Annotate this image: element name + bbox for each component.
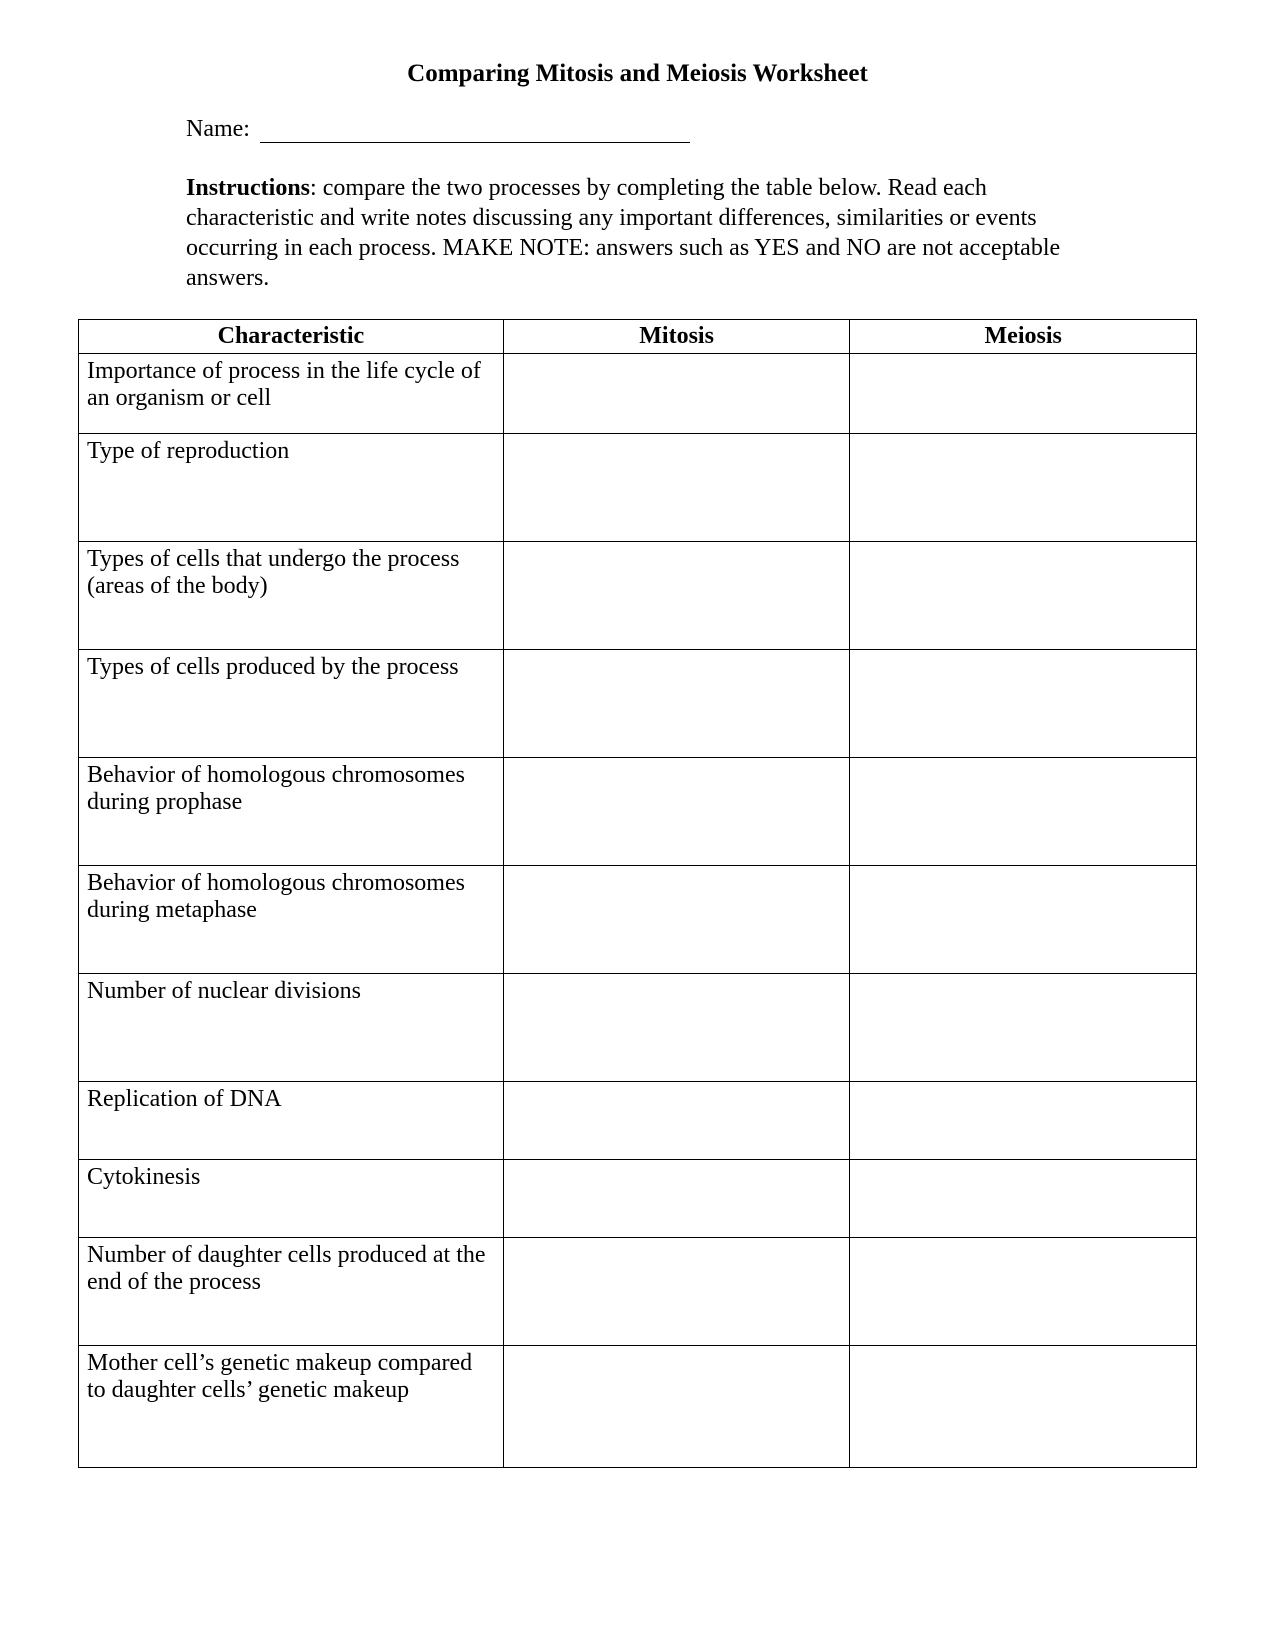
cell-characteristic: Types of cells produced by the process — [79, 650, 504, 758]
table-body: Importance of process in the life cycle … — [79, 354, 1197, 1468]
name-label: Name: — [186, 116, 250, 143]
cell-mitosis[interactable] — [503, 1082, 850, 1160]
cell-mitosis[interactable] — [503, 1238, 850, 1346]
cell-meiosis[interactable] — [850, 974, 1197, 1082]
cell-characteristic: Behavior of homologous chromosomes durin… — [79, 758, 504, 866]
cell-characteristic: Behavior of homologous chromosomes durin… — [79, 866, 504, 974]
table-row: Behavior of homologous chromosomes durin… — [79, 758, 1197, 866]
cell-meiosis[interactable] — [850, 542, 1197, 650]
cell-characteristic: Importance of process in the life cycle … — [79, 354, 504, 434]
table-row: Replication of DNA — [79, 1082, 1197, 1160]
instructions-label: Instructions — [186, 175, 310, 201]
cell-characteristic: Number of nuclear divisions — [79, 974, 504, 1082]
cell-characteristic: Type of reproduction — [79, 434, 504, 542]
cell-mitosis[interactable] — [503, 1160, 850, 1238]
col-header-mitosis: Mitosis — [503, 320, 850, 354]
cell-mitosis[interactable] — [503, 354, 850, 434]
cell-meiosis[interactable] — [850, 1346, 1197, 1468]
cell-meiosis[interactable] — [850, 354, 1197, 434]
cell-mitosis[interactable] — [503, 434, 850, 542]
name-row: Name: — [186, 116, 1089, 143]
cell-characteristic: Types of cells that undergo the process … — [79, 542, 504, 650]
table-row: Importance of process in the life cycle … — [79, 354, 1197, 434]
table-row: Mother cell’s genetic makeup compared to… — [79, 1346, 1197, 1468]
col-header-characteristic: Characteristic — [79, 320, 504, 354]
cell-meiosis[interactable] — [850, 434, 1197, 542]
cell-mitosis[interactable] — [503, 758, 850, 866]
instructions-block: Instructions: compare the two processes … — [186, 173, 1089, 293]
cell-meiosis[interactable] — [850, 758, 1197, 866]
cell-meiosis[interactable] — [850, 1082, 1197, 1160]
table-row: Behavior of homologous chromosomes durin… — [79, 866, 1197, 974]
table-header-row: Characteristic Mitosis Meiosis — [79, 320, 1197, 354]
worksheet-page: Comparing Mitosis and Meiosis Worksheet … — [0, 0, 1275, 1528]
col-header-meiosis: Meiosis — [850, 320, 1197, 354]
cell-mitosis[interactable] — [503, 1346, 850, 1468]
table-row: Type of reproduction — [79, 434, 1197, 542]
cell-mitosis[interactable] — [503, 542, 850, 650]
page-title: Comparing Mitosis and Meiosis Worksheet — [78, 60, 1197, 88]
cell-mitosis[interactable] — [503, 866, 850, 974]
table-row: Cytokinesis — [79, 1160, 1197, 1238]
instructions-text: : compare the two processes by completin… — [186, 175, 1060, 291]
cell-meiosis[interactable] — [850, 650, 1197, 758]
cell-mitosis[interactable] — [503, 974, 850, 1082]
cell-characteristic: Cytokinesis — [79, 1160, 504, 1238]
cell-meiosis[interactable] — [850, 1160, 1197, 1238]
cell-characteristic: Mother cell’s genetic makeup compared to… — [79, 1346, 504, 1468]
cell-mitosis[interactable] — [503, 650, 850, 758]
table-row: Number of daughter cells produced at the… — [79, 1238, 1197, 1346]
name-input-line[interactable] — [260, 123, 690, 143]
table-row: Types of cells produced by the process — [79, 650, 1197, 758]
comparison-table: Characteristic Mitosis Meiosis Importanc… — [78, 319, 1197, 1468]
cell-meiosis[interactable] — [850, 1238, 1197, 1346]
cell-characteristic: Replication of DNA — [79, 1082, 504, 1160]
table-row: Number of nuclear divisions — [79, 974, 1197, 1082]
table-row: Types of cells that undergo the process … — [79, 542, 1197, 650]
cell-meiosis[interactable] — [850, 866, 1197, 974]
cell-characteristic: Number of daughter cells produced at the… — [79, 1238, 504, 1346]
